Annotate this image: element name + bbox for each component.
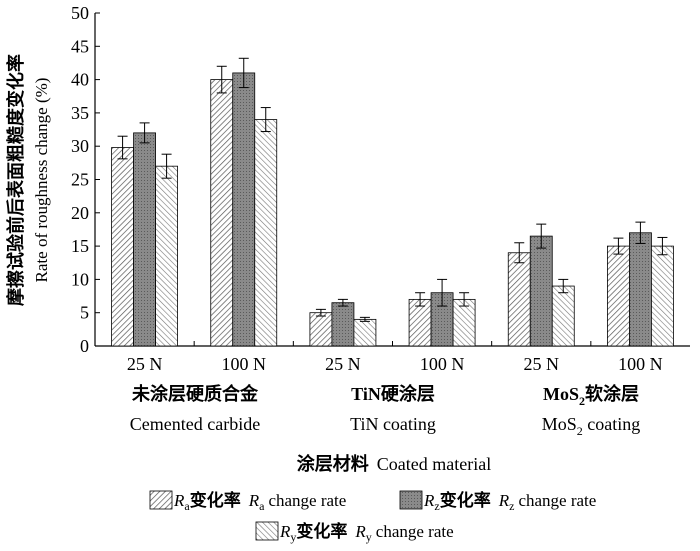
y-tick-label: 25 xyxy=(71,170,89,190)
bar-ry xyxy=(551,285,575,347)
error-bar-ra xyxy=(117,135,128,160)
error-bar-ry xyxy=(558,278,569,294)
y-tick-label: 30 xyxy=(71,136,89,156)
error-bar-rz xyxy=(238,57,249,89)
error-bar-ry xyxy=(657,236,668,256)
legend-swatch-ry xyxy=(255,521,279,541)
bar-ry xyxy=(254,119,278,347)
y-tick-label: 45 xyxy=(71,36,89,56)
error-bar-ra xyxy=(315,308,326,317)
error-bar-ry xyxy=(359,316,370,322)
legend: Ra变化率 Ra change rate Rz变化率 Rz change rate Ry… xyxy=(149,490,596,544)
bar-rz xyxy=(529,235,553,347)
y-tick-label: 15 xyxy=(71,236,89,256)
error-bar-ra xyxy=(216,65,227,94)
bar-ra xyxy=(210,79,234,347)
y-tick-label: 0 xyxy=(80,336,89,356)
x-tick-label: 100 N xyxy=(420,354,465,374)
legend-label-ry: Ry变化率 Ry change rate xyxy=(279,521,454,544)
bar-rz xyxy=(232,72,256,347)
y-tick-label: 40 xyxy=(71,70,89,90)
x-tick-label: 25 N xyxy=(524,354,560,374)
x-tick-label: 100 N xyxy=(222,354,267,374)
y-tick-label: 10 xyxy=(71,269,89,289)
group-label-cn-mos2: MoS2软涂层 xyxy=(543,383,639,408)
bar-ry xyxy=(353,318,377,347)
bar-rz xyxy=(133,132,156,347)
group-label-cn-cemented: 未涂层硬质合金 xyxy=(132,383,259,404)
error-bar-ry xyxy=(459,292,470,307)
error-bar-rz xyxy=(536,223,547,249)
bar-ra xyxy=(607,245,630,347)
group-label-en-mos2: MoS2 coating xyxy=(542,414,641,438)
legend-label-rz: Rz变化率 Rz change rate xyxy=(423,490,596,513)
x-tick-label: 100 N xyxy=(618,354,663,374)
bar-rz xyxy=(629,232,652,347)
y-axis-title-en: Rate of roughness change (%) xyxy=(32,78,51,283)
bar-rz xyxy=(331,302,355,347)
y-axis-title-cn: 摩擦试验前后表面粗糙度变化率 xyxy=(5,54,26,306)
y-tick-label: 35 xyxy=(71,103,89,123)
error-bar-rz xyxy=(437,278,448,307)
bar-ra xyxy=(309,312,333,347)
error-bar-rz xyxy=(635,221,646,244)
x-tick-label: 25 N xyxy=(127,354,163,374)
y-tick-label: 5 xyxy=(80,303,89,323)
x-tick-label: 25 N xyxy=(325,354,361,374)
error-bar-ra xyxy=(415,292,426,307)
error-bar-ra xyxy=(514,242,525,264)
x-axis-title: 涂层材料 Coated material xyxy=(297,453,491,474)
error-bar-ry xyxy=(161,153,172,179)
legend-swatch-ra xyxy=(149,490,173,510)
y-tick-label: 20 xyxy=(71,203,89,223)
error-bar-rz xyxy=(337,298,348,307)
bar-ra xyxy=(111,147,134,347)
bar-ry xyxy=(651,245,674,347)
group-label-en-tin: TiN coating xyxy=(350,414,436,434)
bar-ry xyxy=(155,165,178,347)
error-bar-ry xyxy=(260,107,271,133)
legend-swatch-rz xyxy=(399,490,423,510)
bar-ra xyxy=(507,252,531,347)
group-label-cn-tin: TiN硬涂层 xyxy=(351,383,435,404)
legend-label-ra: Ra变化率 Ra change rate xyxy=(173,490,346,513)
error-bar-rz xyxy=(139,122,150,144)
y-tick-label: 50 xyxy=(71,3,89,23)
error-bar-ra xyxy=(613,237,624,255)
group-label-en-cemented: Cemented carbide xyxy=(130,414,260,434)
